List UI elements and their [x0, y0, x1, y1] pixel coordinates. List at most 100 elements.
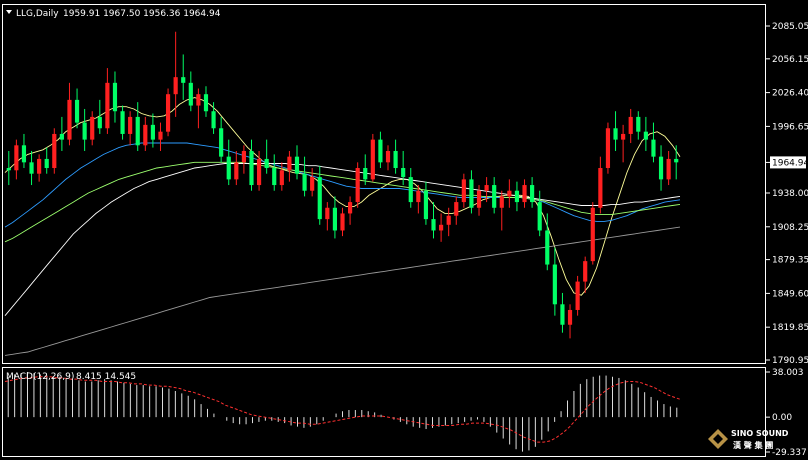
candle-body: [416, 190, 421, 203]
macd-tick-label: 0.00: [772, 413, 792, 423]
candle-body: [355, 168, 360, 203]
price-tick-label: 2056.15: [772, 55, 808, 65]
candle-body: [256, 158, 262, 186]
triangle-down-icon[interactable]: [6, 10, 12, 14]
candle-body: [112, 82, 118, 112]
candle-body: [287, 156, 292, 171]
candle-body: [484, 185, 489, 191]
candle-body: [674, 158, 679, 163]
candle-body: [575, 281, 580, 310]
candle-body: [507, 190, 512, 197]
candle-body: [279, 170, 284, 186]
candle-body: [439, 224, 444, 231]
macd-signal-line: [4, 376, 681, 443]
price-pane-frame: [2, 4, 766, 364]
candle-body: [332, 207, 338, 231]
macd-label: MACD(12,26,9): [6, 372, 74, 382]
candle-body: [105, 82, 110, 129]
macd-tick-label: 38.003: [772, 368, 804, 378]
price-tick-label: 1879.35: [772, 256, 808, 266]
candlesticks: [6, 31, 679, 339]
candle-body: [135, 116, 140, 146]
candle-body: [469, 179, 474, 208]
current-price-label: 1964.94: [772, 158, 808, 168]
candle-body: [150, 124, 155, 140]
candle-body: [325, 207, 330, 220]
candle-body: [29, 162, 34, 174]
candle-body: [14, 145, 19, 171]
moving-average-line: [4, 97, 681, 296]
price-tick-label: 1996.65: [772, 122, 808, 132]
candle-body: [363, 168, 368, 180]
candle-body: [165, 94, 171, 132]
candle-body: [431, 219, 436, 231]
moving-average-line: [4, 226, 681, 356]
candle-body: [461, 179, 466, 203]
candle-body: [21, 145, 27, 163]
candle-body: [302, 173, 307, 191]
candle-body: [628, 116, 633, 134]
candle-body: [203, 94, 209, 112]
candle-body: [347, 202, 353, 214]
candle-body: [492, 185, 497, 208]
candle-body: [522, 185, 527, 203]
candle-body: [226, 156, 231, 180]
candle-body: [583, 261, 588, 282]
candle-body: [651, 139, 656, 157]
candle-body: [120, 111, 125, 134]
candle-body: [52, 133, 57, 169]
candle-body: [196, 94, 201, 106]
price-tick-label: 1819.85: [772, 323, 808, 333]
price-tick-label: 2085.05: [772, 22, 808, 32]
candle-body: [340, 213, 345, 231]
candle-body: [613, 128, 618, 140]
candle-body: [97, 116, 102, 129]
candle-body: [530, 185, 535, 203]
candle-body: [590, 207, 595, 262]
candle-body: [317, 177, 322, 220]
candle-body: [666, 158, 671, 180]
candle-body: [310, 177, 315, 191]
candle-body: [294, 156, 300, 174]
sino-sound-logo: SINO SOUND 漢 聲 集 團: [708, 429, 789, 450]
logo-name: SINO SOUND: [731, 429, 789, 438]
candle-body: [128, 116, 133, 134]
candle-body: [537, 202, 542, 231]
candle-body: [385, 150, 391, 163]
candle-body: [545, 230, 550, 265]
candle-body: [401, 168, 406, 178]
candle-body: [211, 111, 216, 129]
candle-body: [408, 177, 413, 203]
candle-body: [605, 128, 611, 169]
candle-body: [241, 150, 246, 163]
candle-body: [560, 304, 565, 325]
candle-body: [272, 168, 277, 186]
candle-body: [143, 124, 148, 146]
candle-body: [90, 116, 95, 140]
candle-body: [567, 309, 573, 325]
moving-average-line: [4, 161, 681, 243]
price-tick-label: 1849.60: [772, 289, 808, 299]
candle-body: [173, 77, 178, 95]
candle-body: [37, 158, 42, 174]
moving-averages: [4, 97, 681, 356]
candle-body: [636, 116, 641, 132]
candle-body: [82, 122, 87, 140]
candle-body: [643, 131, 648, 140]
candle-body: [476, 190, 482, 208]
candle-body: [514, 190, 520, 203]
macd-histogram: [4, 372, 681, 452]
price-axis: 2085.05 2056.15 2026.40 1996.65 1964.94 1938.…: [766, 22, 808, 366]
candle-body: [6, 168, 11, 171]
price-tick-label: 1938.00: [772, 189, 808, 199]
ohlc-values: 1959.91 1967.50 1956.36 1964.94: [63, 9, 221, 19]
candle-body: [44, 158, 49, 169]
candle-body: [370, 139, 375, 180]
macd-values: 8.415 14.545: [76, 372, 136, 382]
candle-body: [59, 133, 64, 140]
price-tick-label: 1790.95: [772, 356, 808, 366]
candle-body: [378, 139, 383, 163]
candle-body: [393, 150, 398, 169]
